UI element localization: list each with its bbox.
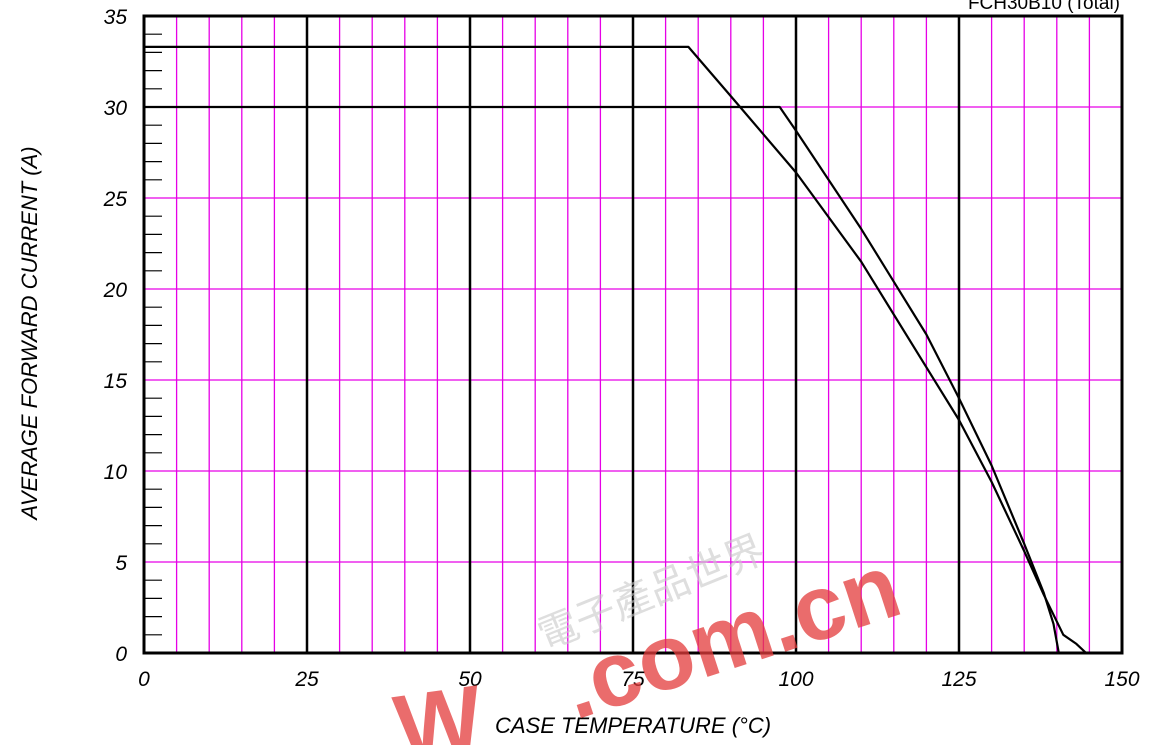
x-tick-label: 25 [294, 668, 319, 691]
y-tick-labels: 0 5 10 15 20 25 30 35 [103, 6, 128, 666]
tick-marks [144, 33, 162, 636]
series-line-2 [144, 105, 1060, 654]
watermark: W .com.cn 電子產品世界 [389, 527, 912, 745]
plot-frame [142, 14, 1124, 655]
y-tick-label: 10 [104, 461, 128, 484]
x-tick-label: 100 [778, 668, 813, 691]
x-tick-labels: 0 25 50 75 100 125 150 [138, 668, 1140, 691]
y-tick-label: 25 [103, 188, 128, 211]
x-tick-label: 75 [621, 668, 645, 691]
x-tick-label: 125 [941, 668, 976, 691]
curves [144, 45, 1087, 654]
grid [144, 16, 1122, 653]
x-tick-label: 50 [458, 668, 482, 691]
x-tick-label: 0 [138, 668, 150, 691]
y-axis-title: AVERAGE FORWARD CURRENT (A) [17, 146, 42, 521]
y-tick-label: 35 [104, 6, 128, 29]
y-tick-label: 30 [104, 97, 128, 120]
chart-annotation: FCH30B10 (Total) [968, 0, 1120, 14]
series-line-1 [144, 45, 1087, 654]
x-axis-title: CASE TEMPERATURE (°C) [495, 713, 771, 738]
y-tick-label: 0 [115, 643, 127, 666]
x-tick-label: 150 [1104, 668, 1139, 691]
y-tick-label: 5 [115, 552, 127, 575]
y-tick-label: 20 [103, 279, 128, 302]
watermark-brand: W [389, 667, 489, 745]
y-tick-label: 15 [104, 370, 128, 393]
